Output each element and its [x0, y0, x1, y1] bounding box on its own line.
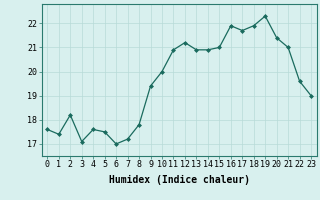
- X-axis label: Humidex (Indice chaleur): Humidex (Indice chaleur): [109, 175, 250, 185]
